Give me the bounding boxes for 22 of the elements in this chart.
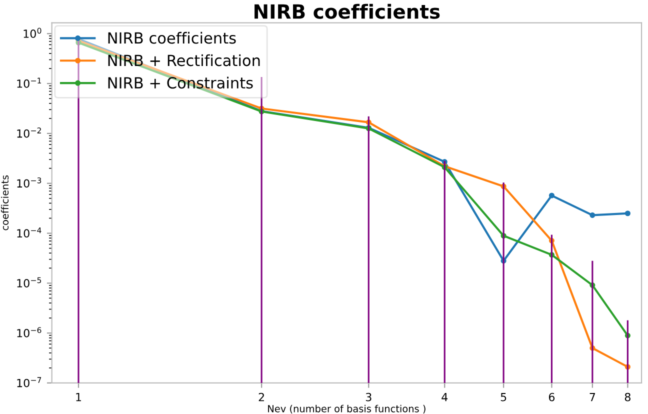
y-tick-label: 10$^{−5}$ <box>17 277 42 288</box>
y-tick-label: 10$^{−7}$ <box>17 377 42 388</box>
x-tick-label: 5 <box>500 393 506 402</box>
legend-label: NIRB + Rectification <box>108 54 260 66</box>
y-tick-label: 10$^{0}$ <box>24 28 42 38</box>
x-tick-label: 1 <box>76 393 82 402</box>
x-axis-title: Nev (number of basis functions ) <box>268 404 426 414</box>
y-tick-label: 10$^{−4}$ <box>17 227 42 238</box>
y-tick-label: 10$^{−3}$ <box>17 177 42 188</box>
x-tick-label: 8 <box>624 392 630 402</box>
y-axis-title: coefficients <box>1 175 9 230</box>
y-tick-label: 10$^{−1}$ <box>17 78 41 88</box>
y-tick-label: 10$^{−2}$ <box>17 128 41 138</box>
x-tick-label: 4 <box>442 393 448 402</box>
x-tick-label: 3 <box>366 392 372 402</box>
x-tick-label: 7 <box>590 393 596 402</box>
x-tick-label: 6 <box>548 392 555 402</box>
y-tick-label: 10$^{−6}$ <box>17 327 42 338</box>
legend-label: NIRB coefficients <box>108 32 236 44</box>
legend-label: NIRB + Constraints <box>108 76 253 89</box>
chart-title: NIRB coefficients <box>254 4 440 19</box>
x-tick-label: 2 <box>258 392 264 402</box>
